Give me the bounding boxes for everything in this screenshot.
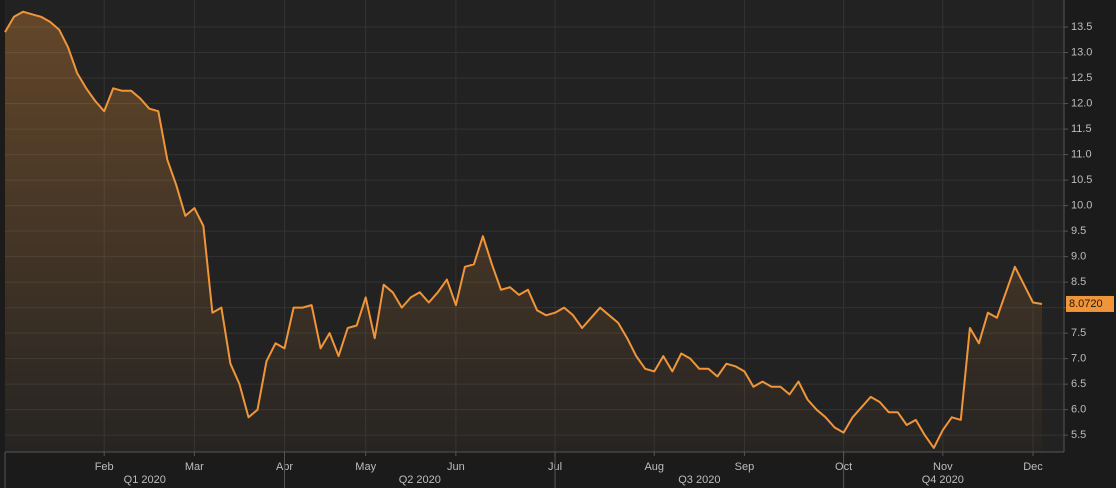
last-price-label: 8.0720: [1069, 298, 1103, 310]
line: [4, 10, 1043, 449]
y-tick-label: 7.0: [1071, 353, 1086, 365]
y-tick-label: 9.5: [1071, 225, 1086, 237]
y-tick-label: 10.0: [1071, 199, 1092, 211]
x-tick-label: Mar: [185, 461, 204, 473]
x-tick-label: Feb: [95, 461, 114, 473]
y-tick-label: 12.5: [1071, 72, 1092, 84]
x-group-label: Q2 2020: [399, 474, 441, 486]
y-tick-label: 11.5: [1071, 123, 1092, 135]
last-price-tag: [1066, 295, 1114, 312]
x-tick-label: Dec: [1023, 461, 1043, 473]
y-tick-label: 11.0: [1071, 148, 1092, 160]
x-tick-label: Nov: [933, 461, 953, 473]
y-tick-label: 7.5: [1071, 327, 1086, 339]
y-tick-label: 6.5: [1071, 378, 1086, 390]
y-tick-label: 13.5: [1071, 21, 1092, 33]
x-tick-label: Aug: [644, 461, 664, 473]
x-tick-label: Sep: [735, 461, 755, 473]
y-tick-label: 9.0: [1071, 251, 1086, 263]
area: [5, 11, 1042, 452]
y-tick-label: 10.5: [1071, 174, 1092, 186]
y-tick-label: 5.5: [1071, 429, 1086, 441]
y-tick-label: 6.0: [1071, 404, 1086, 416]
y-tick-label: 12.0: [1071, 97, 1092, 109]
x-tick-label: Jun: [447, 461, 465, 473]
y-tick-label: 8.5: [1071, 276, 1086, 288]
x-group-label: Q3 2020: [678, 474, 720, 486]
x-group-label: Q4 2020: [922, 474, 964, 486]
x-group-label: Q1 2020: [124, 474, 166, 486]
y-tick-label: 13.0: [1071, 46, 1092, 58]
x-tick-label: May: [355, 461, 376, 473]
